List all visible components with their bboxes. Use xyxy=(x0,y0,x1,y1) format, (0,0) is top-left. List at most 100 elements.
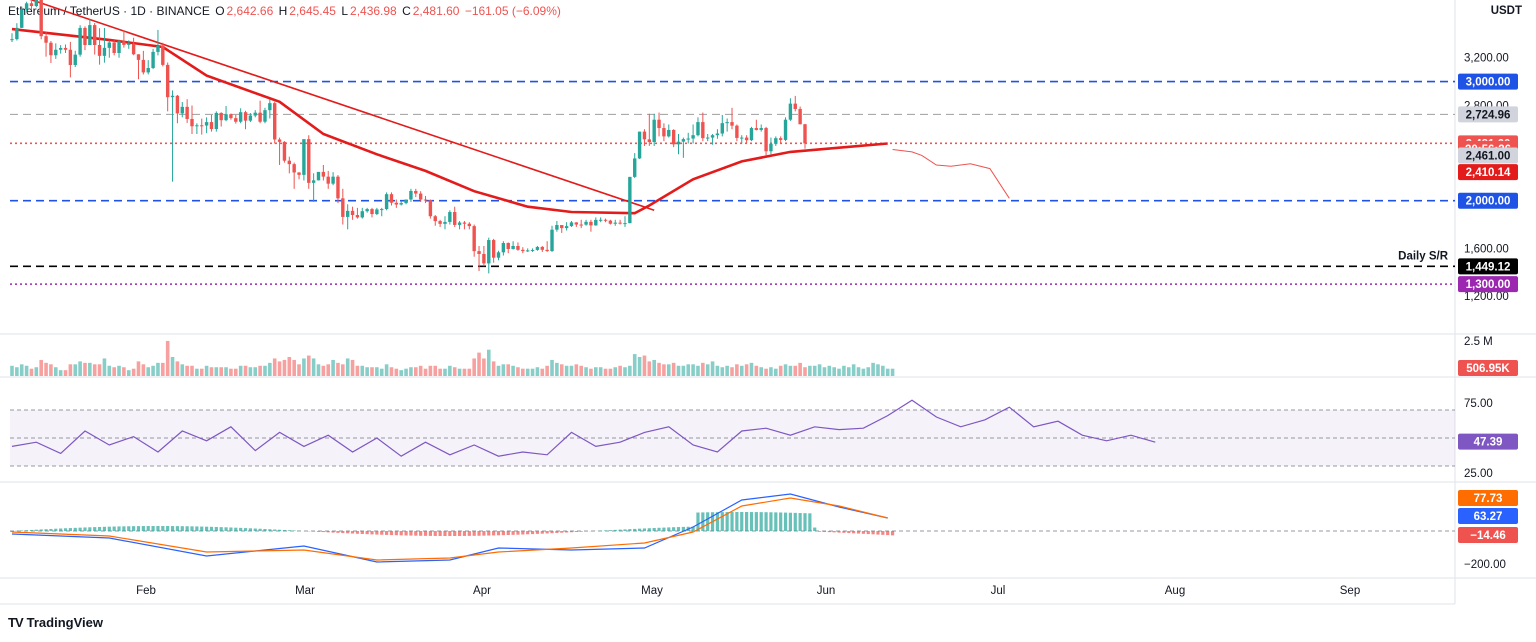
candle-body xyxy=(389,194,394,203)
volume-tag xyxy=(1458,360,1518,376)
volume-bar xyxy=(642,355,647,376)
volume-bar xyxy=(287,357,292,376)
volume-bar xyxy=(632,354,637,376)
volume-bar xyxy=(881,365,885,376)
macd-histogram-bar xyxy=(273,529,277,531)
candle-body xyxy=(584,221,588,225)
macd-histogram-bar xyxy=(336,531,340,533)
volume-bar xyxy=(292,359,296,376)
candle-body xyxy=(127,43,131,45)
candle-body xyxy=(307,139,311,183)
volume-bar xyxy=(769,367,773,376)
candle-body xyxy=(146,67,150,73)
volume-bar xyxy=(555,362,559,376)
volume-bar xyxy=(822,367,827,376)
candle-body xyxy=(321,171,326,177)
volume-bar xyxy=(350,359,355,376)
chart-canvas[interactable]: 3,200.002,800.001,600.001,200.003,000.00… xyxy=(0,0,1536,610)
candle-body xyxy=(68,49,73,66)
macd-histogram-bar xyxy=(852,531,856,534)
candle-body xyxy=(414,190,418,194)
price-tag-label: 1,449.12 xyxy=(1466,261,1511,273)
candle-body xyxy=(253,112,257,116)
macd-histogram-bar xyxy=(205,526,209,531)
candle-body xyxy=(282,141,287,161)
macd-histogram-bar xyxy=(229,527,233,531)
candle-body xyxy=(671,129,676,145)
volume-bar xyxy=(302,358,306,376)
macd-tag xyxy=(1458,527,1518,543)
macd-histogram-bar xyxy=(822,531,827,532)
candle-body xyxy=(141,59,146,73)
macd-histogram-bar xyxy=(492,531,496,536)
price-tag xyxy=(1458,147,1518,164)
candle-body xyxy=(618,222,622,224)
volume-bar xyxy=(647,361,652,376)
candle-body xyxy=(448,212,452,222)
macd-histogram-bar xyxy=(793,512,797,531)
time-tick-label: Mar xyxy=(295,585,315,597)
volume-bar xyxy=(331,359,335,376)
macd-histogram-bar xyxy=(574,531,578,532)
volume-bar xyxy=(355,365,360,376)
macd-histogram-bar xyxy=(628,529,632,531)
volume-bar xyxy=(817,364,822,376)
currency-label[interactable]: USDT xyxy=(1490,5,1522,17)
volume-bar xyxy=(345,358,350,376)
candle-body xyxy=(769,143,773,152)
macd-histogram-bar xyxy=(842,531,846,533)
candle-body xyxy=(200,125,204,127)
macd-histogram-bar xyxy=(409,531,413,536)
candle-body xyxy=(277,139,282,142)
macd-histogram-bar xyxy=(24,530,29,531)
volume-bar xyxy=(229,368,233,376)
macd-histogram-bar xyxy=(676,527,681,531)
macd-histogram-bar xyxy=(365,531,369,535)
volume-bar xyxy=(268,362,272,376)
volume-bar xyxy=(141,364,146,376)
volume-bar xyxy=(671,362,676,376)
candle-body xyxy=(491,240,496,258)
macd-histogram-bar xyxy=(190,526,194,531)
volume-bar xyxy=(448,365,452,376)
time-tick-label: Aug xyxy=(1165,585,1185,597)
candle-body xyxy=(370,209,374,215)
candle-body xyxy=(418,193,423,200)
macd-tag xyxy=(1458,490,1518,506)
candle-body xyxy=(725,122,729,124)
macd-tag-label: 77.73 xyxy=(1474,493,1503,505)
macd-histogram-bar xyxy=(253,528,257,531)
candle-body xyxy=(83,27,87,45)
candle-body xyxy=(248,115,253,121)
volume-bar xyxy=(725,365,729,376)
macd-histogram-bar xyxy=(73,527,77,531)
candle-body xyxy=(380,209,384,211)
time-tick-label: Jul xyxy=(991,585,1006,597)
volume-bar xyxy=(686,364,691,376)
low-value: 2,436.98 xyxy=(350,4,397,18)
volume-bar xyxy=(394,368,399,376)
price-tag-label: 1,300.00 xyxy=(1466,279,1511,291)
volume-bar xyxy=(83,362,87,376)
volume-bar xyxy=(603,368,608,376)
volume-bar xyxy=(370,367,374,376)
macd-histogram-bar xyxy=(691,526,695,531)
volume-bar xyxy=(564,365,569,376)
candle-body xyxy=(175,95,180,114)
volume-bar xyxy=(618,365,622,376)
macd-histogram-bar xyxy=(798,513,802,531)
macd-histogram-bar xyxy=(448,531,452,536)
macd-histogram-bar xyxy=(813,527,817,531)
candle-body xyxy=(652,119,656,142)
macd-histogram-bar xyxy=(603,530,608,531)
volume-bar xyxy=(730,367,734,376)
volume-bar xyxy=(457,368,462,376)
candle-body xyxy=(39,0,43,37)
candle-body xyxy=(243,112,248,121)
close-key: C xyxy=(402,4,411,18)
volume-bar xyxy=(321,365,326,376)
volume-bar xyxy=(720,367,725,376)
volume-bar xyxy=(102,358,107,376)
macd-histogram-bar xyxy=(316,531,321,532)
volume-bar xyxy=(608,368,613,376)
